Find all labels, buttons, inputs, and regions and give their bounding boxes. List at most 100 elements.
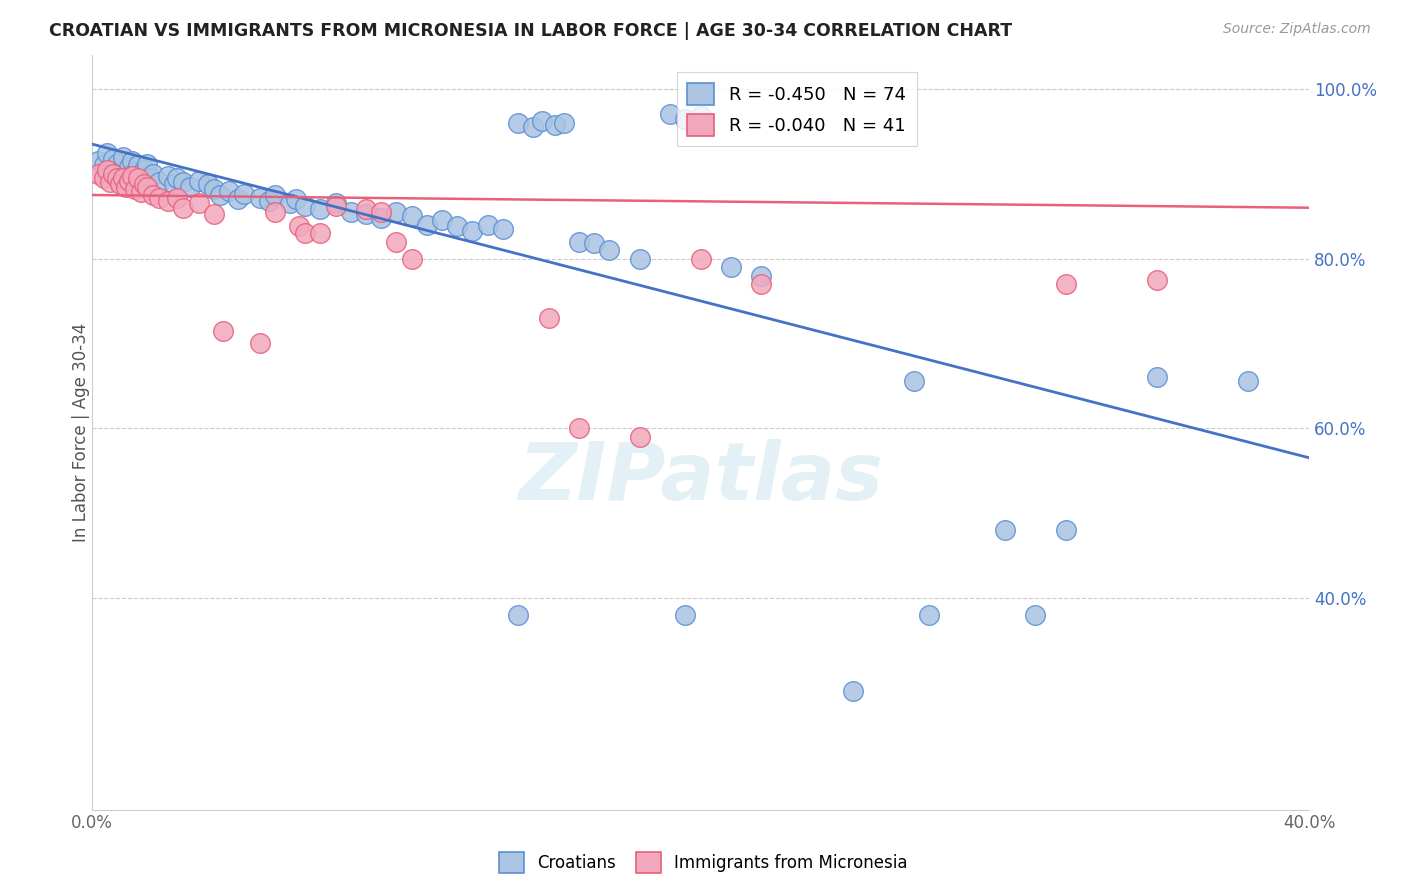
Point bbox=[918, 607, 941, 622]
Point bbox=[172, 201, 194, 215]
Point bbox=[124, 165, 146, 179]
Point bbox=[124, 182, 146, 196]
Point bbox=[543, 118, 565, 132]
Point bbox=[118, 160, 141, 174]
Point bbox=[673, 112, 696, 126]
Point bbox=[553, 116, 575, 130]
Point bbox=[751, 277, 773, 291]
Point bbox=[531, 114, 554, 128]
Point bbox=[87, 167, 110, 181]
Point bbox=[218, 184, 240, 198]
Point bbox=[903, 375, 925, 389]
Point bbox=[994, 523, 1017, 537]
Point bbox=[446, 219, 468, 234]
Point bbox=[148, 190, 170, 204]
Point bbox=[537, 310, 560, 325]
Text: ZIPatlas: ZIPatlas bbox=[519, 439, 883, 516]
Point bbox=[179, 179, 201, 194]
Point bbox=[689, 109, 711, 123]
Point bbox=[370, 211, 392, 225]
Point bbox=[136, 156, 159, 170]
Point bbox=[202, 207, 225, 221]
Point bbox=[598, 243, 620, 257]
Point bbox=[172, 175, 194, 189]
Point bbox=[354, 207, 377, 221]
Point bbox=[278, 196, 301, 211]
Point bbox=[202, 182, 225, 196]
Legend: Croatians, Immigrants from Micronesia: Croatians, Immigrants from Micronesia bbox=[492, 846, 914, 880]
Point bbox=[96, 162, 118, 177]
Point bbox=[187, 196, 209, 211]
Point bbox=[142, 167, 165, 181]
Point bbox=[385, 205, 408, 219]
Point bbox=[416, 218, 439, 232]
Point bbox=[720, 260, 742, 274]
Point bbox=[583, 236, 606, 251]
Point bbox=[1146, 273, 1168, 287]
Point bbox=[105, 171, 128, 186]
Point bbox=[93, 158, 115, 172]
Point bbox=[157, 194, 180, 208]
Point bbox=[129, 169, 152, 183]
Point bbox=[87, 154, 110, 169]
Point bbox=[127, 171, 149, 186]
Point bbox=[208, 188, 231, 202]
Point bbox=[1054, 277, 1077, 291]
Point bbox=[492, 222, 515, 236]
Point bbox=[132, 162, 155, 177]
Point bbox=[339, 205, 361, 219]
Point bbox=[105, 156, 128, 170]
Point bbox=[288, 219, 311, 234]
Point bbox=[309, 202, 332, 217]
Point bbox=[129, 186, 152, 200]
Point bbox=[325, 196, 347, 211]
Point bbox=[103, 152, 125, 166]
Point bbox=[187, 173, 209, 187]
Point bbox=[100, 162, 122, 177]
Text: Source: ZipAtlas.com: Source: ZipAtlas.com bbox=[1223, 22, 1371, 37]
Point bbox=[157, 169, 180, 183]
Point bbox=[96, 145, 118, 160]
Point bbox=[93, 171, 115, 186]
Point bbox=[309, 226, 332, 240]
Point bbox=[689, 252, 711, 266]
Point bbox=[659, 107, 682, 121]
Point bbox=[108, 167, 131, 181]
Point bbox=[842, 684, 865, 698]
Point bbox=[139, 171, 162, 186]
Point bbox=[121, 169, 143, 183]
Legend: R = -0.450   N = 74, R = -0.040   N = 41: R = -0.450 N = 74, R = -0.040 N = 41 bbox=[676, 71, 917, 146]
Point bbox=[108, 177, 131, 191]
Point bbox=[401, 209, 423, 223]
Point bbox=[263, 188, 285, 202]
Point bbox=[148, 175, 170, 189]
Point bbox=[506, 607, 529, 622]
Point bbox=[166, 190, 188, 204]
Point bbox=[121, 154, 143, 169]
Point bbox=[285, 192, 308, 206]
Point bbox=[111, 171, 134, 186]
Point bbox=[430, 213, 453, 227]
Point bbox=[294, 199, 316, 213]
Point bbox=[370, 205, 392, 219]
Point bbox=[294, 226, 316, 240]
Point bbox=[132, 177, 155, 191]
Point bbox=[103, 167, 125, 181]
Point bbox=[1146, 370, 1168, 384]
Point bbox=[385, 235, 408, 249]
Point bbox=[628, 429, 651, 443]
Point bbox=[461, 224, 484, 238]
Point bbox=[118, 173, 141, 187]
Point bbox=[263, 205, 285, 219]
Point bbox=[142, 188, 165, 202]
Point bbox=[163, 177, 186, 191]
Point bbox=[522, 120, 544, 135]
Point bbox=[166, 171, 188, 186]
Point bbox=[136, 179, 159, 194]
Point bbox=[325, 199, 347, 213]
Point bbox=[354, 202, 377, 217]
Point bbox=[249, 190, 271, 204]
Point bbox=[751, 268, 773, 283]
Text: CROATIAN VS IMMIGRANTS FROM MICRONESIA IN LABOR FORCE | AGE 30-34 CORRELATION CH: CROATIAN VS IMMIGRANTS FROM MICRONESIA I… bbox=[49, 22, 1012, 40]
Point bbox=[1237, 375, 1260, 389]
